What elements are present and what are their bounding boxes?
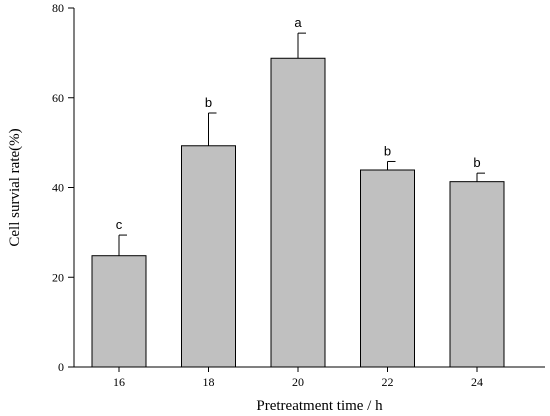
bar-24 [449,181,505,368]
y-tick-label: 80 [52,1,64,15]
x-tick-label: 18 [203,375,215,389]
significance-label-24: b [473,155,480,170]
x-tick-label: 24 [471,375,483,389]
x-axis: 16 18 20 22 24 [74,366,545,389]
x-tick-label: 20 [292,375,304,389]
significance-label-20: a [294,15,302,30]
x-tick-label: 22 [382,375,394,389]
y-tick-label: 40 [52,181,64,195]
y-axis: 0 20 40 60 80 [52,1,75,374]
bar-20 [270,57,326,368]
bar-18 [181,145,236,368]
y-axis-title: Cell survial rate(%) [7,128,23,246]
x-axis-title: Pretreatment time / h [256,398,383,414]
y-tick-label: 20 [52,270,64,284]
x-tick-label: 16 [113,375,125,389]
bars-group: c b a b b [91,15,505,368]
y-tick-label: 60 [52,91,64,105]
bar-22 [360,169,415,368]
significance-label-22: b [384,143,391,158]
significance-label-18: b [205,95,212,110]
significance-label-16: c [116,217,123,232]
bar-16 [91,255,147,368]
y-tick-label: 0 [58,360,64,374]
